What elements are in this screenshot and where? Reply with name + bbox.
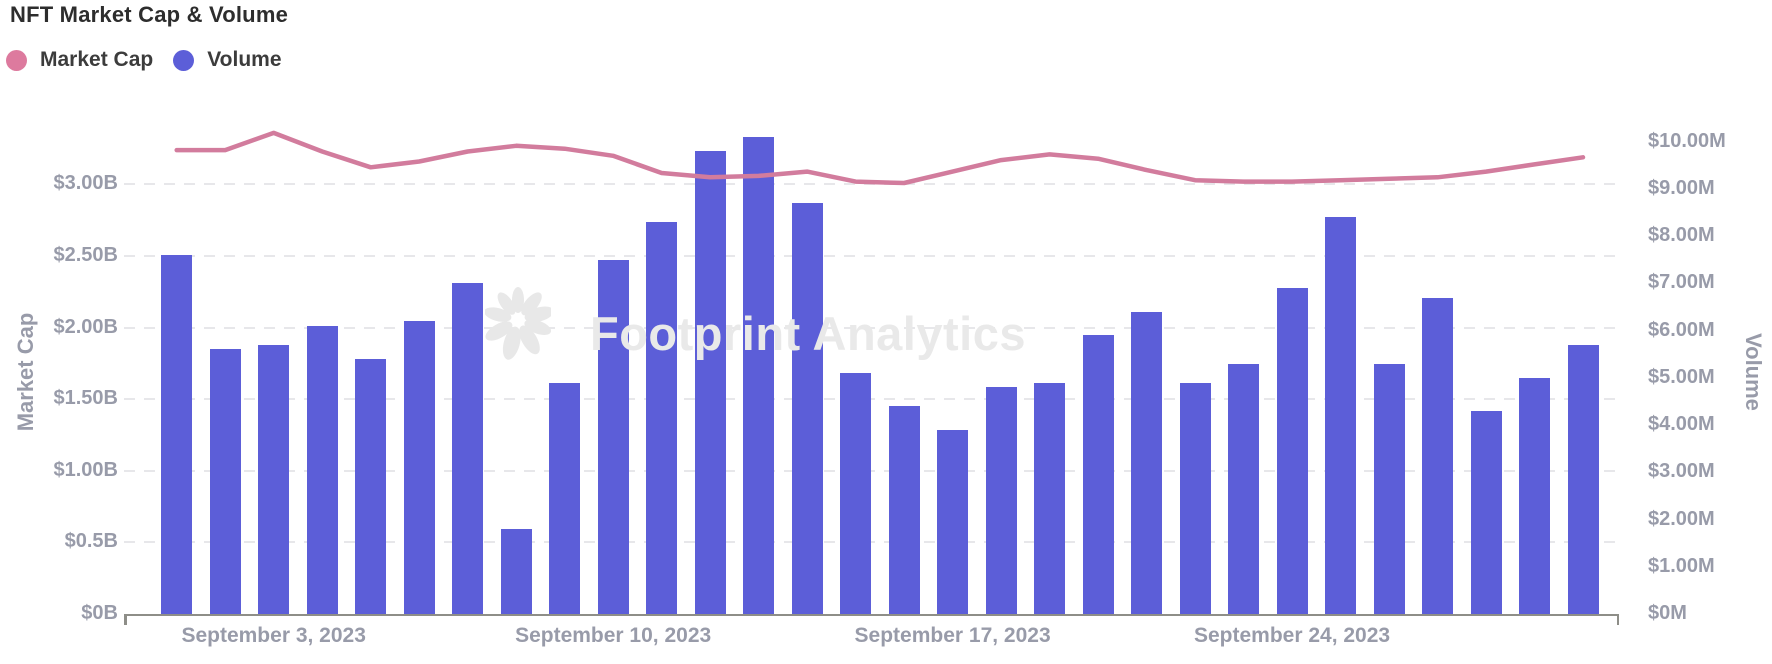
volume-bar[interactable]: [937, 429, 969, 614]
volume-bar[interactable]: [549, 382, 581, 614]
volume-bar[interactable]: [694, 151, 726, 614]
volume-axis-labels: $0M $1.00M $2.00M $3.00M $4.00M $5.00M $6.00M $…: [1648, 110, 1768, 624]
market-cap-axis-title: Market Cap: [13, 312, 38, 432]
volume-axis-title: Volume: [1741, 333, 1766, 411]
volume-tick-label: $5.00M: [1648, 365, 1715, 388]
plot-area: Footprint Analytics: [124, 110, 1619, 625]
volume-tick-label: $1.00M: [1648, 554, 1715, 577]
volume-bar[interactable]: [597, 259, 629, 614]
legend-item-market-cap[interactable]: Market Cap: [6, 48, 153, 72]
market-cap-axis-labels: $0B $0.5B $1.00B $1.50B $2.00B $2.50B $3.00B: [0, 110, 119, 624]
gridline: [124, 398, 1619, 401]
market-cap-line: [174, 130, 1586, 186]
date-tick-label: September 3, 2023: [181, 624, 366, 647]
volume-bar[interactable]: [1325, 217, 1357, 614]
market-cap-tick-label: $2.50B: [53, 244, 119, 267]
volume-bar[interactable]: [1228, 363, 1260, 614]
market-cap-legend-dot-icon: [6, 49, 27, 71]
volume-tick-label: $4.00M: [1648, 413, 1715, 436]
x-axis-line: [124, 613, 1619, 616]
volume-bar[interactable]: [1034, 382, 1066, 614]
volume-legend-label: Volume: [207, 48, 282, 71]
volume-tick-label: $0M: [1648, 602, 1687, 624]
volume-bar[interactable]: [258, 344, 290, 614]
volume-tick-label: $8.00M: [1648, 224, 1715, 247]
volume-bar[interactable]: [306, 325, 338, 614]
volume-bar[interactable]: [888, 406, 920, 614]
x-axis-left-tick: [124, 616, 127, 625]
volume-tick-label: $9.00M: [1648, 176, 1715, 199]
legend-item-volume[interactable]: Volume: [173, 48, 282, 72]
volume-bar[interactable]: [209, 349, 241, 614]
volume-tick-label: $10.00M: [1648, 129, 1726, 152]
volume-tick-label: $7.00M: [1648, 271, 1715, 294]
volume-bar[interactable]: [840, 373, 872, 614]
volume-bar[interactable]: [161, 255, 193, 614]
date-tick-label: September 24, 2023: [1193, 624, 1391, 647]
market-cap-tick-label: $0.5B: [64, 530, 118, 553]
market-cap-tick-label: $3.00B: [53, 172, 119, 195]
volume-bar[interactable]: [1519, 377, 1550, 614]
volume-bar[interactable]: [646, 221, 678, 614]
volume-bar[interactable]: [1082, 335, 1114, 614]
volume-bar[interactable]: [355, 358, 387, 614]
volume-bar[interactable]: [1131, 311, 1163, 614]
volume-bar[interactable]: [500, 528, 532, 614]
market-cap-tick-label: $0B: [81, 602, 118, 624]
gridline: [124, 255, 1619, 258]
market-cap-legend-label: Market Cap: [40, 48, 154, 71]
volume-legend-dot-icon: [173, 49, 195, 71]
volume-tick-label: $3.00M: [1648, 460, 1715, 483]
volume-bar[interactable]: [1422, 297, 1454, 614]
volume-tick-label: $2.00M: [1648, 507, 1715, 530]
volume-bar[interactable]: [1567, 344, 1599, 614]
x-axis-right-tick: [1616, 616, 1619, 625]
market-cap-tick-label: $2.00B: [53, 315, 119, 338]
volume-bar[interactable]: [1470, 410, 1502, 614]
volume-bar[interactable]: [452, 283, 484, 614]
chart-title: NFT Market Cap & Volume: [10, 2, 289, 27]
volume-bar[interactable]: [1373, 363, 1405, 614]
volume-bar[interactable]: [1179, 382, 1211, 614]
volume-tick-label: $6.00M: [1648, 318, 1715, 341]
gridline: [124, 469, 1619, 472]
gridline: [124, 541, 1619, 544]
market-cap-tick-label: $1.00B: [53, 458, 119, 481]
volume-bar[interactable]: [791, 203, 823, 614]
volume-bar[interactable]: [403, 321, 435, 614]
date-axis-labels: September 3, 2023 September 10, 2023 Septe…: [124, 624, 1619, 650]
volume-bar[interactable]: [743, 136, 775, 614]
legend: Market Cap Volume: [6, 48, 282, 72]
gridline: [124, 326, 1619, 329]
volume-bar[interactable]: [1276, 288, 1308, 614]
date-tick-label: September 10, 2023: [515, 624, 712, 647]
volume-bar[interactable]: [985, 387, 1017, 614]
gridline: [124, 183, 1619, 186]
market-cap-tick-label: $1.50B: [53, 387, 119, 410]
date-tick-label: September 17, 2023: [854, 624, 1051, 647]
